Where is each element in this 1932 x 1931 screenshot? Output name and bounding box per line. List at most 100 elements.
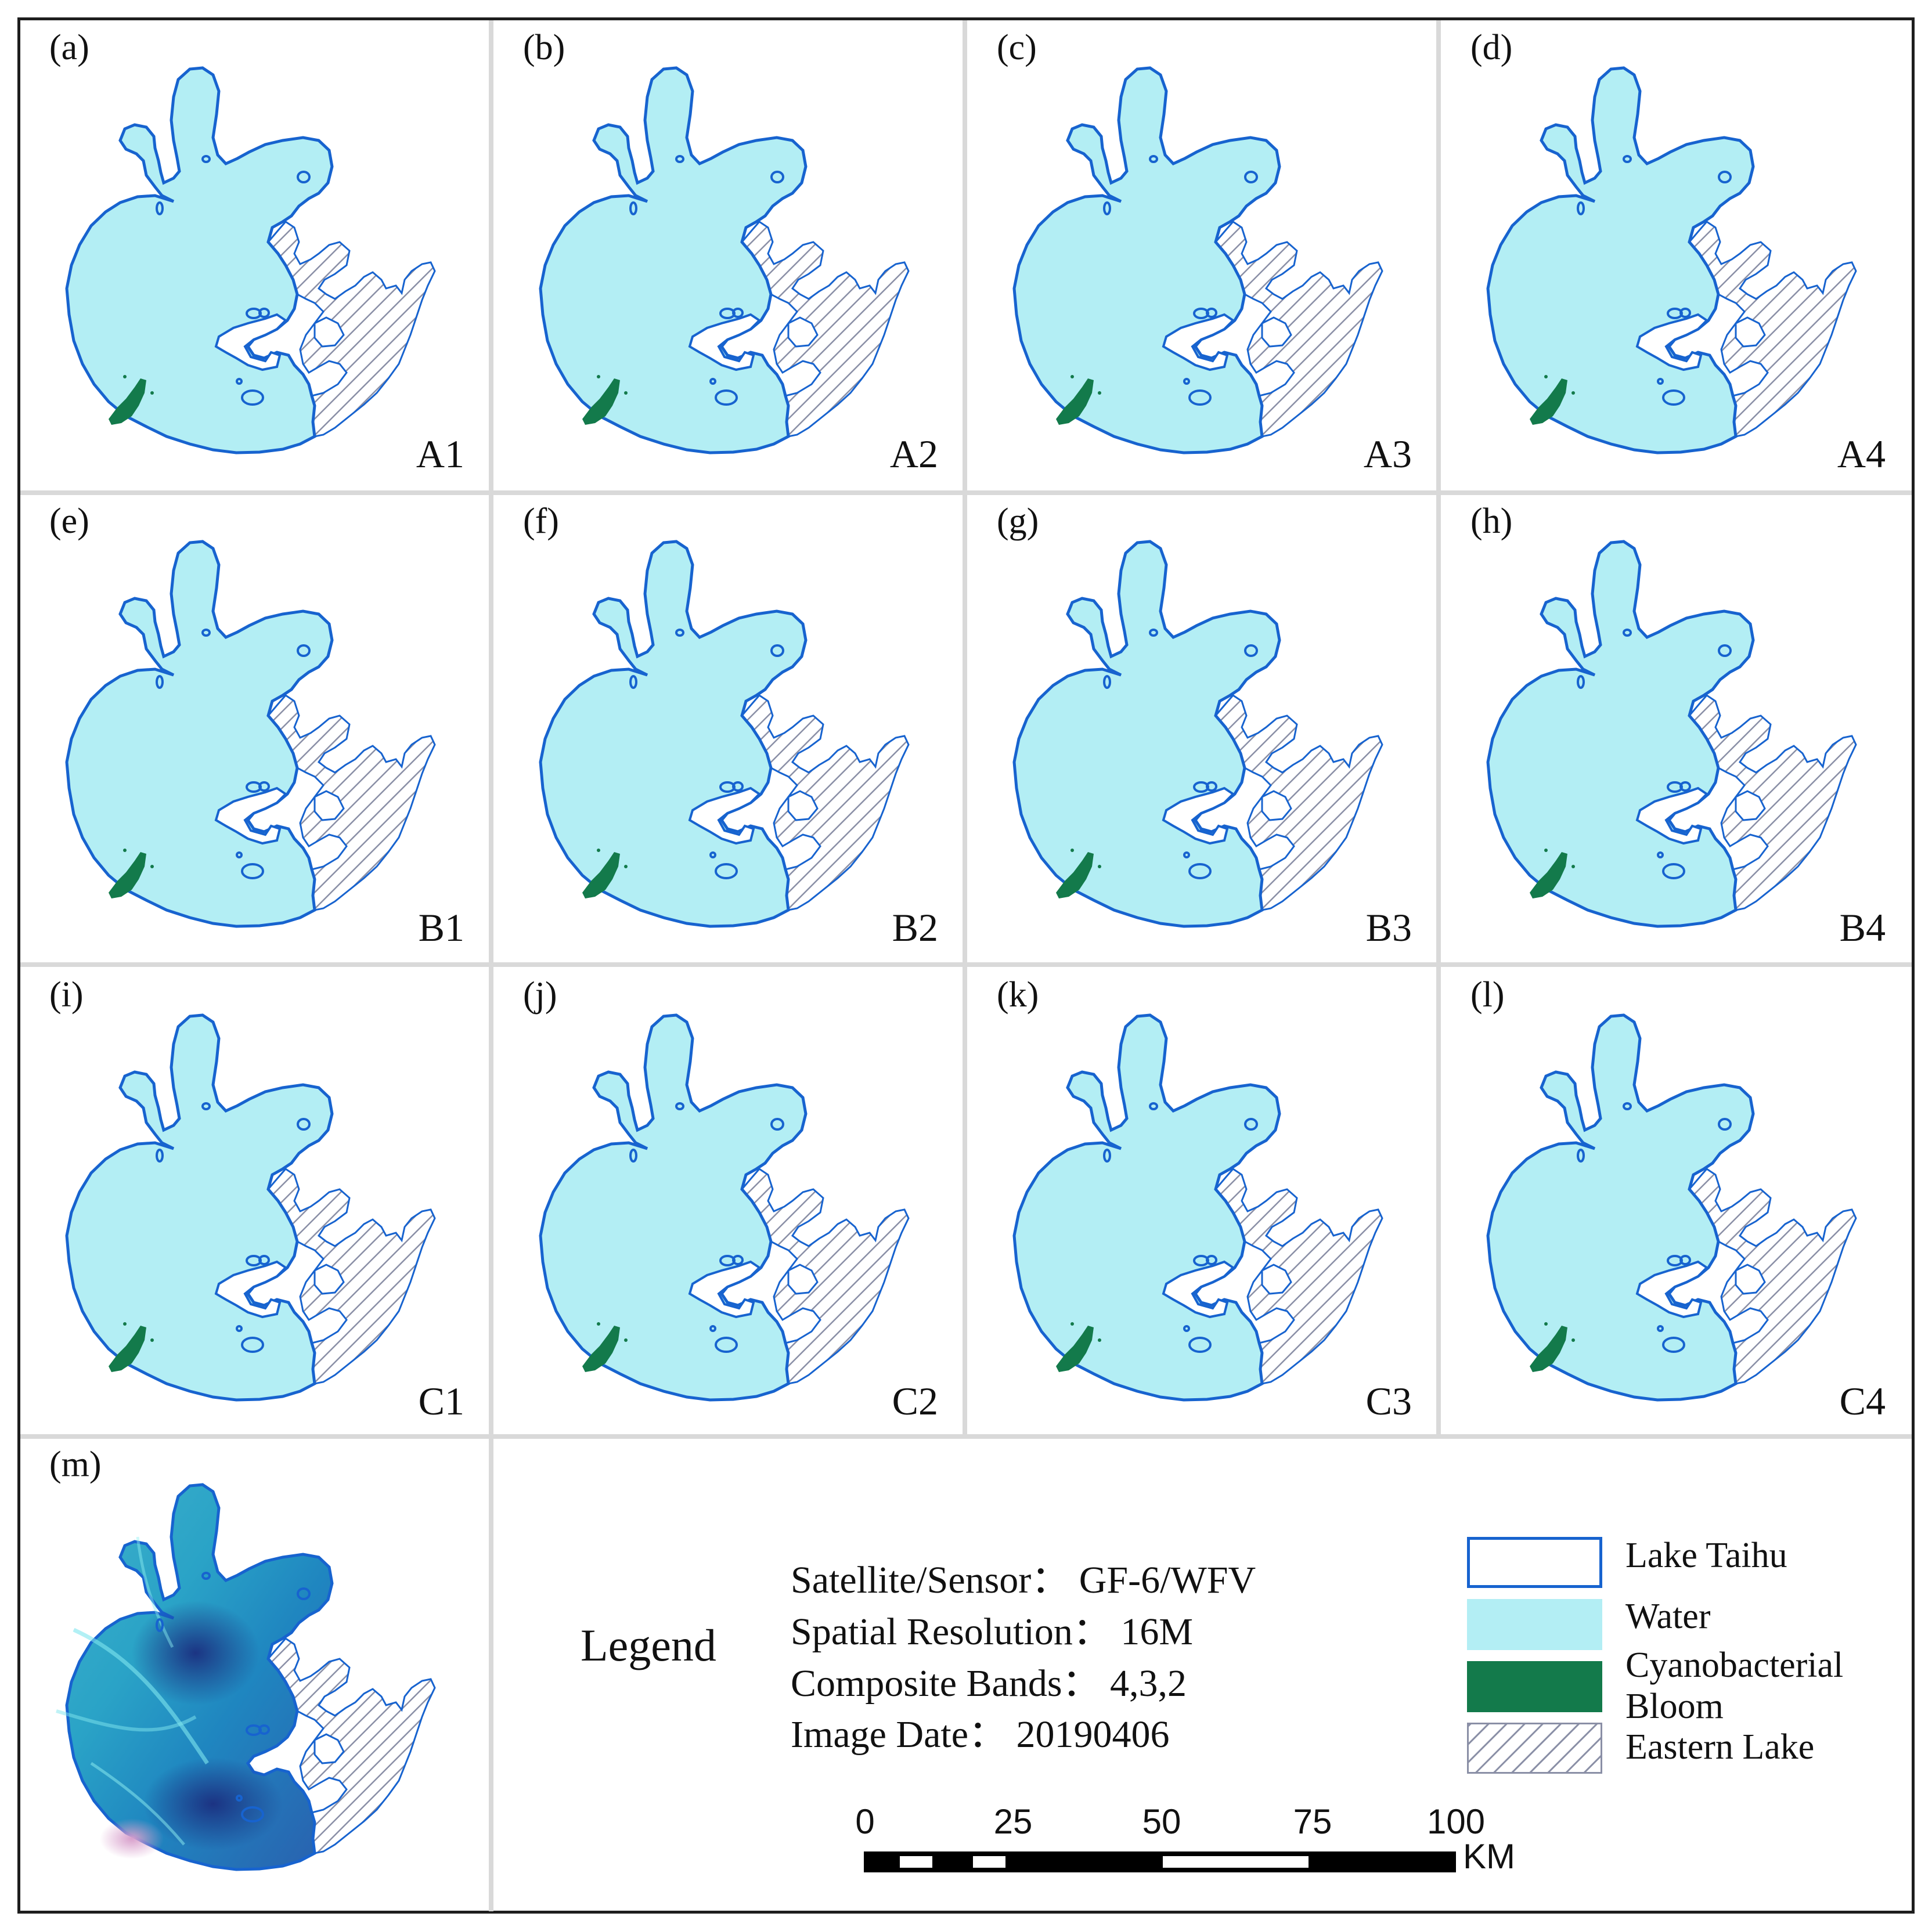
map-panel-b2: (f) B2 bbox=[495, 495, 961, 961]
water-region bbox=[539, 66, 808, 454]
lake-map-a1 bbox=[65, 66, 436, 454]
panel-letter-m: (m) bbox=[49, 1445, 102, 1484]
water-region bbox=[539, 540, 808, 928]
peninsula-land bbox=[688, 786, 762, 845]
cyanobacterial-bloom bbox=[1530, 1326, 1567, 1372]
panel-code: B1 bbox=[418, 905, 464, 950]
island-outlines bbox=[1577, 1102, 1732, 1353]
map-panel-a3: (c) A3 bbox=[969, 21, 1435, 488]
eastern-lake-region bbox=[267, 221, 436, 438]
panel-letter: (k) bbox=[997, 975, 1039, 1015]
panel-code: B2 bbox=[892, 905, 938, 950]
panel-letter: (e) bbox=[49, 501, 89, 541]
peninsula-land bbox=[1162, 1260, 1235, 1319]
dark-water-patch bbox=[132, 1601, 259, 1705]
dark-water-patch-south bbox=[143, 1757, 283, 1850]
eastern-lake-region bbox=[741, 221, 910, 438]
peninsula-land bbox=[1635, 1260, 1709, 1319]
panel-code: B3 bbox=[1365, 905, 1412, 950]
water-region bbox=[1012, 66, 1281, 454]
island-outlines-m bbox=[156, 1572, 311, 1822]
water-region bbox=[539, 1013, 808, 1402]
island-outlines bbox=[1103, 1102, 1259, 1353]
peninsula-land bbox=[214, 1260, 288, 1319]
legend-label-water: Water bbox=[1625, 1597, 1711, 1636]
eastern-lake-region bbox=[1214, 221, 1383, 438]
composite-bands-text: Composite Bands： 4,3,2 bbox=[791, 1662, 1187, 1705]
lake-map-a4 bbox=[1486, 66, 1857, 454]
panel-letter: (d) bbox=[1470, 28, 1513, 67]
panel-code: C1 bbox=[418, 1379, 464, 1423]
cyanobacterial-bloom bbox=[1056, 852, 1094, 898]
map-panel-a1: (a) A1 bbox=[21, 21, 488, 488]
map-panel-a2: (b) A2 bbox=[495, 21, 961, 488]
panel-letter: (a) bbox=[49, 28, 89, 67]
scale-tick-75: 75 bbox=[1293, 1802, 1332, 1841]
satellite-sensor-text: Satellite/Sensor： GF-6/WFV bbox=[791, 1559, 1256, 1601]
map-panel-b4: (h) B4 bbox=[1443, 495, 1909, 961]
panel-code: C4 bbox=[1839, 1379, 1886, 1423]
eastern-lake-region bbox=[1688, 1168, 1857, 1385]
eastern-lake-region bbox=[1688, 221, 1857, 438]
scale-tick-100: 100 bbox=[1426, 1802, 1486, 1841]
bloom-pink-patch bbox=[100, 1818, 164, 1859]
cyanobacterial-bloom bbox=[582, 1326, 620, 1372]
panel-code: A2 bbox=[889, 432, 938, 476]
island-outlines bbox=[1103, 155, 1259, 406]
map-panel-b3: (g) B3 bbox=[969, 495, 1435, 961]
grid-divider-col2 bbox=[963, 20, 967, 1439]
panel-code: A3 bbox=[1363, 432, 1412, 476]
cyanobacterial-bloom bbox=[109, 378, 146, 425]
water-region bbox=[1486, 66, 1755, 454]
water-region bbox=[1486, 1013, 1755, 1402]
island-outlines bbox=[1577, 629, 1732, 879]
peninsula-land bbox=[214, 786, 288, 845]
legend-label-lake-taihu: Lake Taihu bbox=[1625, 1536, 1787, 1575]
grid-divider-col3 bbox=[1436, 20, 1441, 1439]
true-color-lake-image bbox=[56, 1483, 436, 1871]
grid-divider-col1 bbox=[489, 20, 493, 1911]
map-panel-c2: (j) C2 bbox=[495, 969, 961, 1435]
water-region bbox=[1012, 540, 1281, 928]
lake-map-b4 bbox=[1486, 540, 1857, 928]
cyanobacterial-bloom bbox=[1056, 1326, 1094, 1372]
eastern-lake-region bbox=[1214, 1168, 1383, 1385]
panel-m-true-color-image: (m) bbox=[21, 1438, 488, 1904]
legend-swatch-bloom bbox=[1467, 1661, 1602, 1712]
legend-label-bloom: Bloom bbox=[1625, 1687, 1724, 1726]
island-outlines bbox=[629, 155, 785, 406]
panel-code: A1 bbox=[416, 432, 464, 476]
panel-letter: (h) bbox=[1470, 501, 1513, 541]
legend-label-eastern-lake: Eastern Lake bbox=[1625, 1727, 1815, 1767]
map-panel-c1: (i) C1 bbox=[21, 969, 488, 1435]
cyanobacterial-bloom bbox=[1056, 378, 1094, 425]
scale-bar bbox=[864, 1851, 1456, 1872]
legend-swatch-lake-taihu bbox=[1467, 1537, 1602, 1588]
water-region bbox=[65, 66, 334, 454]
scale-tick-25: 25 bbox=[993, 1802, 1033, 1841]
eastern-lake-region bbox=[267, 1168, 436, 1385]
cyanobacterial-bloom bbox=[109, 852, 146, 898]
eastern-lake-region bbox=[1214, 694, 1383, 911]
island-outlines bbox=[629, 1102, 785, 1353]
map-panel-c4: (l) C4 bbox=[1443, 969, 1909, 1435]
scale-tick-50: 50 bbox=[1142, 1802, 1181, 1841]
water-region bbox=[65, 1013, 334, 1402]
legend-title: Legend bbox=[581, 1620, 716, 1670]
cyanobacterial-bloom bbox=[109, 1326, 146, 1372]
map-panel-a4: (d) A4 bbox=[1443, 21, 1909, 488]
cyanobacterial-bloom bbox=[582, 852, 620, 898]
peninsula-land bbox=[1162, 786, 1235, 845]
scale-unit-km: KM bbox=[1463, 1837, 1515, 1876]
lake-map-b2 bbox=[539, 540, 910, 928]
eastern-lake-region bbox=[741, 694, 910, 911]
lake-map-c4 bbox=[1486, 1013, 1857, 1402]
cyanobacterial-bloom bbox=[1530, 378, 1567, 425]
lake-map-a2 bbox=[539, 66, 910, 454]
panel-letter: (j) bbox=[523, 975, 557, 1015]
panel-letter: (f) bbox=[523, 501, 559, 541]
lake-map-a3 bbox=[1012, 66, 1383, 454]
panel-code: C3 bbox=[1365, 1379, 1412, 1423]
lake-map-b1 bbox=[65, 540, 436, 928]
lake-map-b3 bbox=[1012, 540, 1383, 928]
